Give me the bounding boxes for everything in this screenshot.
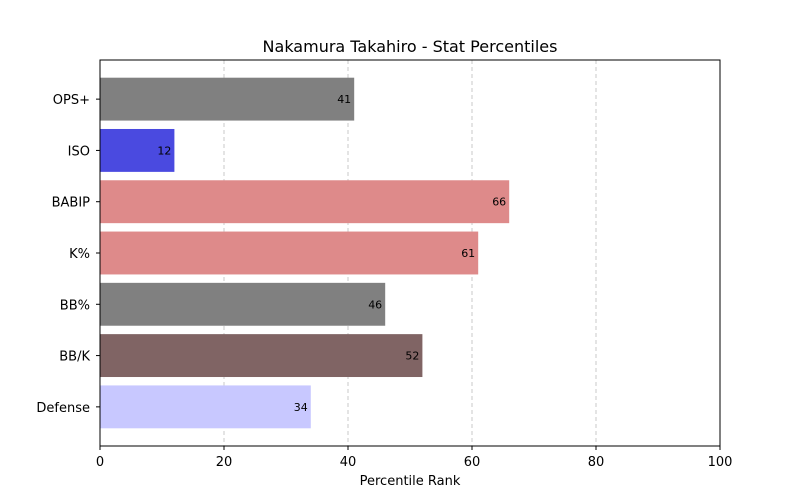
y-tick-label: ISO [68,144,90,159]
x-axis: 0 20 40 60 80 100 [96,446,733,470]
bar-bb [100,282,386,326]
x-tick-label: 60 [464,455,481,470]
bar-ops [100,77,355,121]
y-axis: OPS+ ISO BABIP K% BB% BB/K Defense [36,93,100,416]
x-tick-label: 80 [588,455,605,470]
bar-value-label: 46 [368,298,382,311]
bar-iso [100,128,175,172]
bar-value-label: 34 [294,401,308,414]
x-tick-label: 40 [340,455,357,470]
chart-title: Nakamura Takahiro - Stat Percentiles [263,37,558,56]
bars: 41 12 66 61 46 52 34 [100,77,510,429]
bar-value-label: 52 [405,350,419,363]
bar-value-label: 12 [157,144,171,157]
bar-defense [100,385,311,429]
y-tick-label: BB% [60,298,90,313]
y-tick-label: BABIP [52,196,91,211]
y-tick-label: Defense [36,401,90,416]
y-tick-label: OPS+ [53,93,90,108]
bar-value-label: 41 [337,93,351,106]
y-tick-label: BB/K [59,350,90,365]
bar-value-label: 66 [492,196,506,209]
bar-bb-k [100,334,423,378]
x-axis-label: Percentile Rank [360,474,461,489]
bar-babip [100,180,510,224]
y-tick-label: K% [69,247,90,262]
bar-k [100,231,479,275]
x-tick-label: 0 [96,455,104,470]
bar-value-label: 61 [461,247,475,260]
x-tick-label: 20 [216,455,233,470]
x-tick-label: 100 [708,455,733,470]
